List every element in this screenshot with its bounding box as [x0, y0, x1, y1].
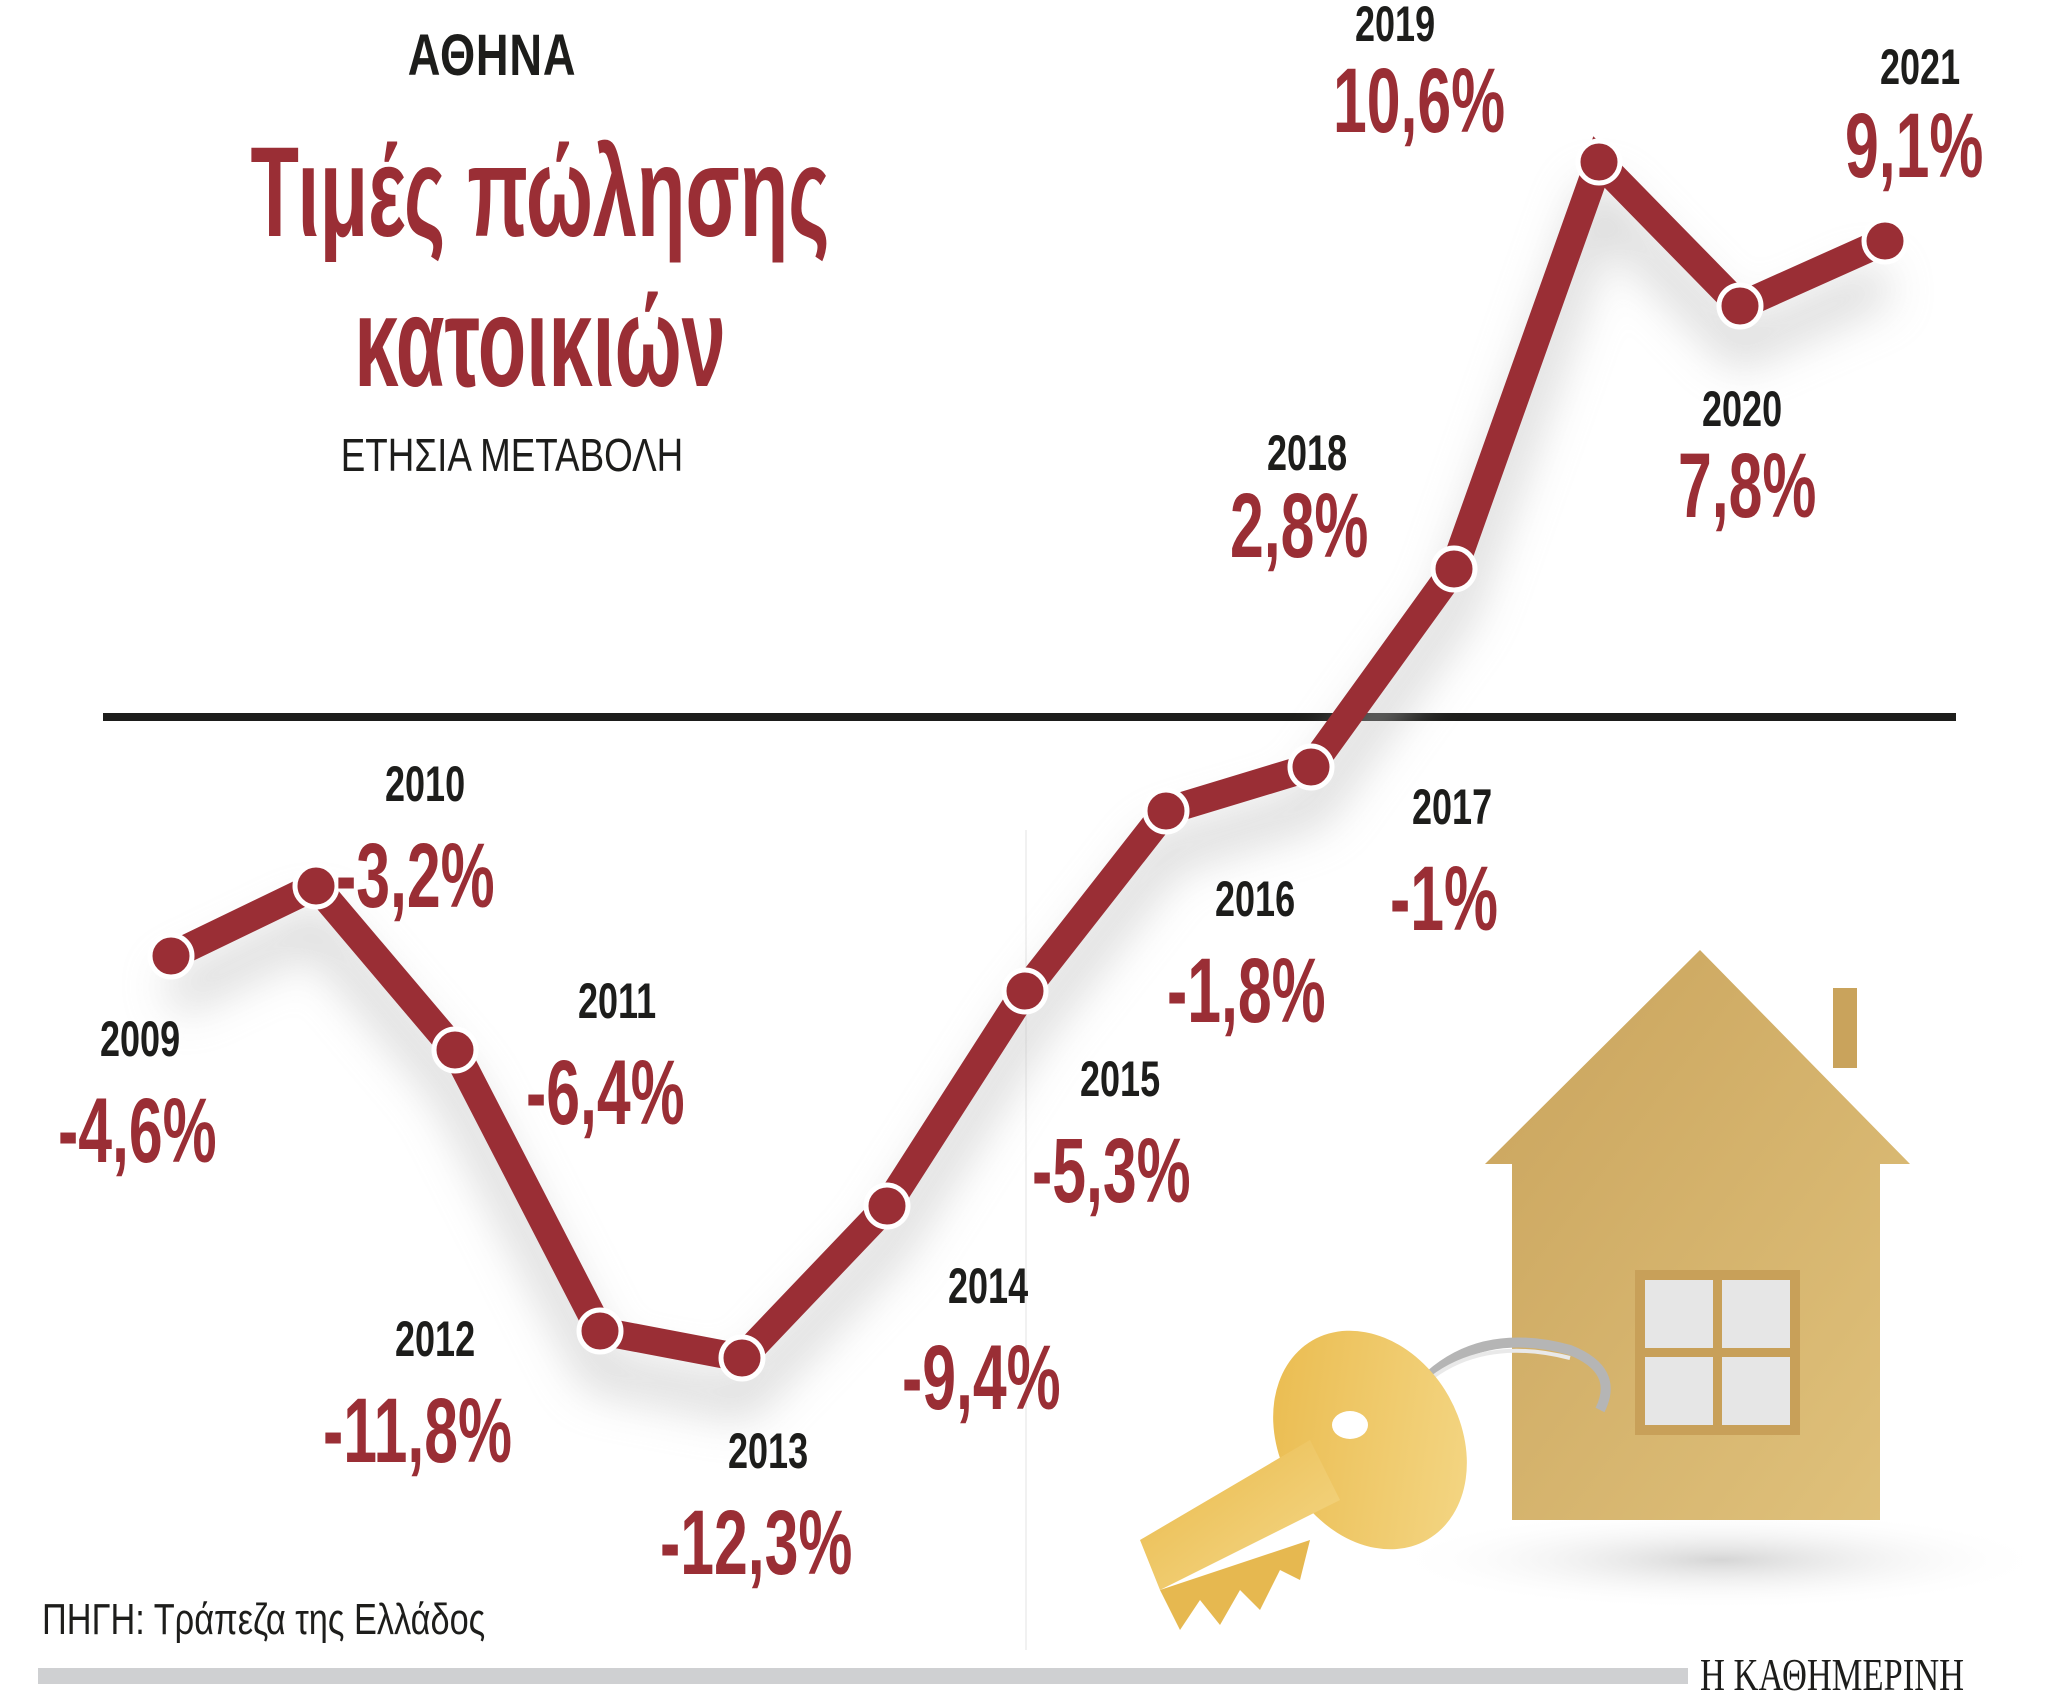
value-label-2021: 9,1%	[1845, 95, 1984, 197]
year-label-2021: 2021	[1880, 39, 1961, 95]
marker-2021	[1861, 217, 1909, 265]
year-label-2014: 2014	[948, 1258, 1029, 1314]
value-label-2012: -11,8%	[323, 1380, 513, 1482]
marker-2013	[718, 1334, 766, 1382]
marker-2020	[1716, 282, 1764, 330]
year-label-2013: 2013	[728, 1423, 809, 1479]
year-label-2012: 2012	[395, 1311, 476, 1367]
chart-title: Τιμές πώλησης κατοικιών	[242, 118, 837, 418]
value-label-2013: -12,3%	[660, 1492, 853, 1594]
marker-2017	[1287, 743, 1335, 791]
chart-kicker: ΑΘΗΝΑ	[407, 23, 577, 88]
background-divider	[1025, 830, 1027, 1650]
zero-line	[103, 713, 1956, 721]
year-label-2019: 2019	[1355, 0, 1436, 52]
year-label-2020: 2020	[1702, 381, 1783, 437]
value-label-2010: -3,2%	[336, 825, 495, 927]
year-label-2010: 2010	[385, 756, 466, 812]
year-label-2018: 2018	[1267, 425, 1348, 481]
marker-2019	[1575, 138, 1623, 186]
chart-subtitle: ΕΤΗΣΙΑ ΜΕΤΑΒΟΛΗ	[340, 429, 684, 481]
source-note: ΠΗΓΗ: Τράπεζα της Ελλάδος	[42, 1595, 486, 1644]
year-label-2015: 2015	[1080, 1051, 1161, 1107]
data-markers	[147, 138, 1909, 1382]
value-label-2019: 10,6%	[1333, 50, 1506, 152]
brand-logo: Η ΚΑΘΗΜΕΡΙΝΗ	[1700, 1649, 1965, 1700]
marker-2010	[292, 862, 340, 910]
year-label-2017: 2017	[1412, 779, 1493, 835]
value-label-2009: -4,6%	[58, 1080, 217, 1182]
title-line-1: Τιμές πώλησης	[250, 121, 830, 264]
year-label-2011: 2011	[578, 973, 657, 1029]
marker-2018	[1430, 545, 1478, 593]
value-label-2016: -1,8%	[1167, 940, 1326, 1042]
marker-2011	[431, 1026, 479, 1074]
title-line-2: κατοικιών	[354, 271, 726, 414]
year-label-2009: 2009	[100, 1011, 181, 1067]
year-label-2016: 2016	[1215, 871, 1296, 927]
value-label-2020: 7,8%	[1678, 435, 1817, 537]
value-label-2014: -9,4%	[902, 1327, 1061, 1429]
value-label-2018: 2,8%	[1230, 475, 1369, 577]
value-label-2011: -6,4%	[526, 1042, 685, 1144]
value-label-2015: -5,3%	[1032, 1120, 1191, 1222]
value-label-2017: -1%	[1390, 848, 1498, 950]
marker-2014	[863, 1182, 911, 1230]
marker-2009	[147, 932, 195, 980]
footer-bar	[38, 1668, 1688, 1684]
marker-2012	[576, 1307, 624, 1355]
marker-2016	[1142, 787, 1190, 835]
house-key-icon	[1140, 950, 2048, 1630]
marker-2015	[1001, 967, 1049, 1015]
